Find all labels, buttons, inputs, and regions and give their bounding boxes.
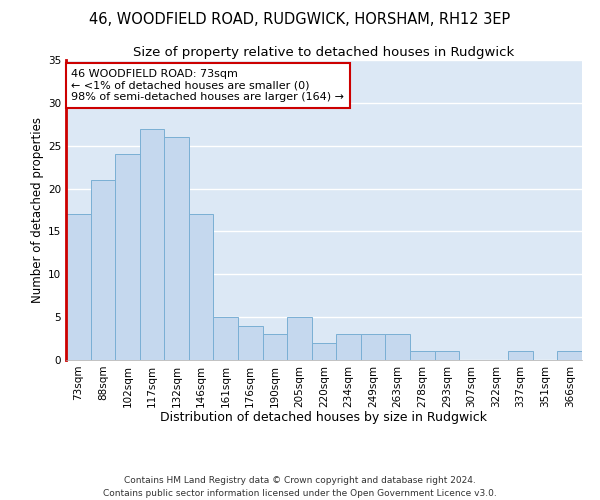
Bar (508, 352, 533, 360)
Bar (140, 128, 164, 360)
Bar (287, 317, 312, 360)
Text: 46 WOODFIELD ROAD: 73sqm
← <1% of detached houses are smaller (0)
98% of semi-de: 46 WOODFIELD ROAD: 73sqm ← <1% of detach… (71, 69, 344, 102)
Text: Contains HM Land Registry data © Crown copyright and database right 2024.
Contai: Contains HM Land Registry data © Crown c… (103, 476, 497, 498)
X-axis label: Distribution of detached houses by size in Rudgwick: Distribution of detached houses by size … (161, 411, 487, 424)
Bar (164, 137, 189, 360)
Bar (336, 334, 361, 360)
Bar (238, 326, 263, 360)
Bar (557, 352, 582, 360)
Bar (361, 334, 385, 360)
Bar (263, 334, 287, 360)
Bar (410, 352, 434, 360)
Bar (434, 352, 459, 360)
Bar (115, 154, 140, 360)
Bar (91, 180, 115, 360)
Bar (312, 343, 336, 360)
Text: 46, WOODFIELD ROAD, RUDGWICK, HORSHAM, RH12 3EP: 46, WOODFIELD ROAD, RUDGWICK, HORSHAM, R… (89, 12, 511, 28)
Title: Size of property relative to detached houses in Rudgwick: Size of property relative to detached ho… (133, 46, 515, 59)
Bar (385, 334, 410, 360)
Bar (214, 317, 238, 360)
Y-axis label: Number of detached properties: Number of detached properties (31, 117, 44, 303)
Bar (66, 214, 91, 360)
Bar (189, 214, 214, 360)
